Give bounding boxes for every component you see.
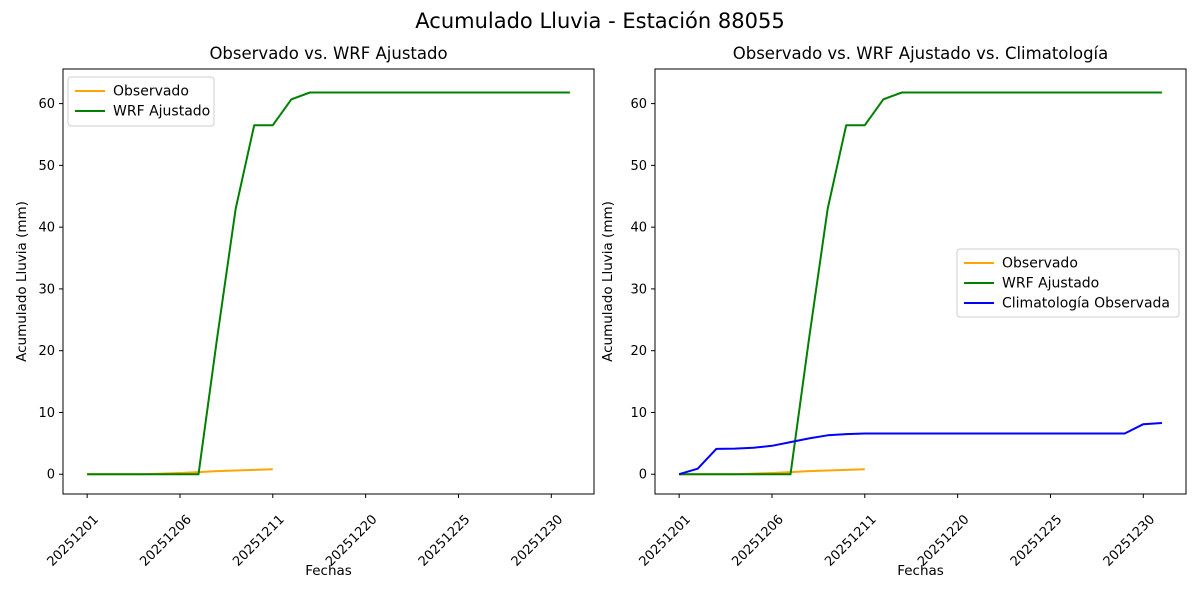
legend-box [956,248,1180,318]
x-tick-label: 20251206 [729,512,786,569]
x-tick-label: 20251220 [323,512,380,569]
y-axis-label: Acumulado Lluvia (mm) [14,201,30,362]
y-tick-label: 0 [47,468,55,483]
y-tick-label: 60 [38,97,55,112]
y-tick-label: 40 [38,221,55,236]
y-axis-label: Acumulado Lluvia (mm) [600,201,616,362]
x-tick-label: 20251211 [230,512,287,569]
y-tick-label: 30 [38,282,55,297]
legend-label: Observado [113,84,189,100]
legend-label: WRF Ajustado [1002,276,1099,292]
legend-label: Climatología Observada [1002,296,1170,312]
y-tick-label: 10 [630,406,647,421]
y-tick-label: 20 [630,344,647,359]
series-wrf-ajustado-line [87,91,570,476]
x-tick-label: 20251230 [509,512,566,569]
x-tick-label: 20251225 [1008,512,1065,569]
legend-label: WRF Ajustado [113,104,210,120]
series-wrf-ajustado-line [679,91,1162,476]
x-tick-label: 20251230 [1101,512,1158,569]
legend-label: Observado [1002,256,1078,272]
subplot-2-frame [654,68,1187,495]
x-tick-label: 20251225 [416,512,473,569]
y-tick-label: 0 [639,468,647,483]
subplot-1-frame [62,68,595,495]
y-tick-label: 10 [38,406,55,421]
series-climatologia-observada-line [678,422,1162,476]
y-tick-label: 40 [630,221,647,236]
y-tick-label: 50 [38,159,55,174]
y-tick-label: 50 [630,159,647,174]
x-tick-label: 20251201 [45,512,102,569]
x-axis-label: Fechas [305,563,352,579]
x-tick-label: 20251211 [822,512,879,569]
x-tick-label: 20251201 [637,512,694,569]
x-tick-label: 20251206 [137,512,194,569]
x-axis-label: Fechas [897,563,944,579]
y-tick-label: 30 [630,282,647,297]
legend-box [67,76,215,127]
x-tick-label: 20251220 [915,512,972,569]
subplot-1-title: Observado vs. WRF Ajustado [209,44,447,63]
y-tick-label: 60 [630,97,647,112]
figure-title: Acumulado Lluvia - Estación 88055 [415,9,785,33]
subplot-2-title: Observado vs. WRF Ajustado vs. Climatolo… [733,44,1109,63]
y-tick-label: 20 [38,344,55,359]
